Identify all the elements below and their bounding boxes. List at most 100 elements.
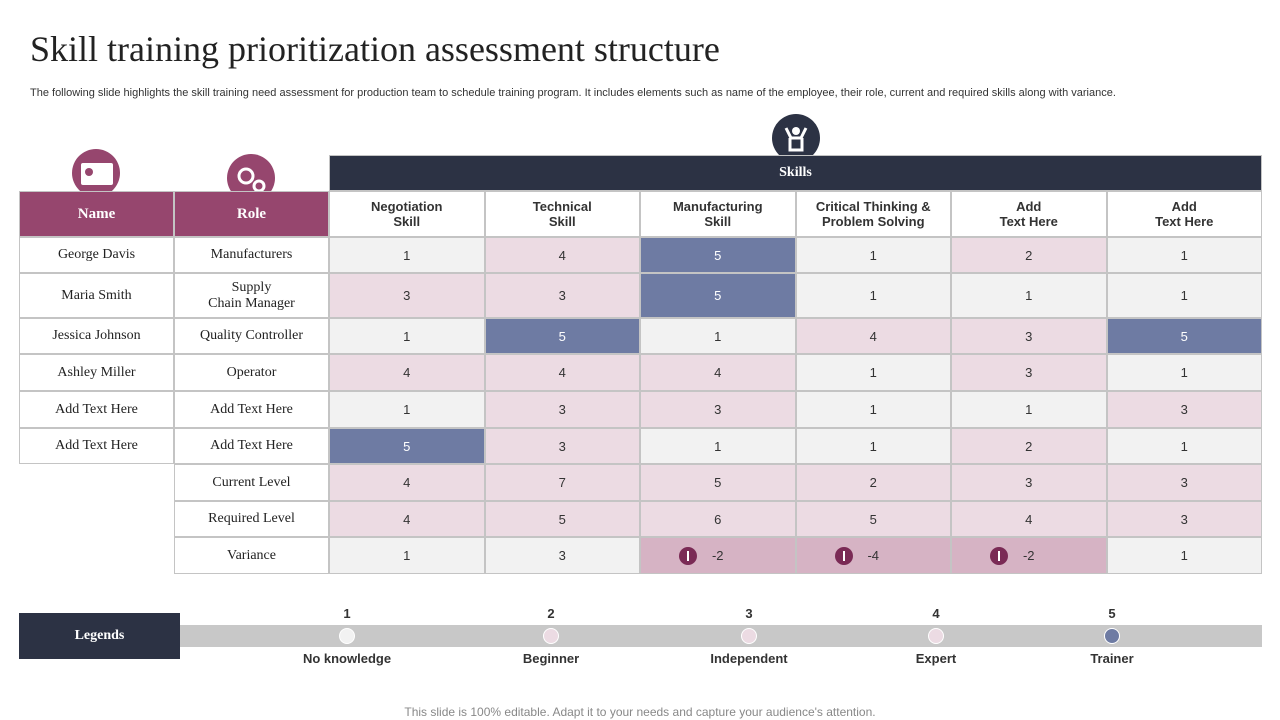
- summary-cell: 3: [484, 537, 640, 574]
- skill-cell: 5: [329, 428, 485, 464]
- name-cell: Add Text Here: [19, 428, 174, 464]
- skill-cell: 5: [1106, 318, 1262, 354]
- skill-cell: 5: [484, 318, 640, 354]
- summary-cell: 1: [1106, 537, 1262, 574]
- legend-dot: [339, 628, 355, 644]
- skill-cell: 4: [640, 354, 796, 391]
- skill-cell: 3: [640, 391, 796, 428]
- summary-label: Variance: [174, 537, 329, 574]
- summary-cell: -2: [640, 537, 796, 574]
- alert-line: [998, 550, 1000, 561]
- role-cell: Supply Chain Manager: [174, 273, 329, 318]
- gear: [237, 167, 255, 185]
- name-cell: Maria Smith: [19, 273, 174, 318]
- legend-title-text: Legends: [74, 628, 125, 643]
- name-cell: Ashley Miller: [19, 354, 174, 391]
- skill-cell: 1: [795, 391, 951, 428]
- legend-label: Expert: [915, 651, 957, 666]
- summary-cell: -2: [951, 537, 1107, 574]
- legend-label: Trainer: [1090, 651, 1134, 666]
- skill-cell: 3: [329, 273, 485, 318]
- skill-cell: 3: [951, 318, 1107, 354]
- alert-line: [842, 550, 845, 561]
- summary-cell: 4: [329, 501, 485, 537]
- legend-number: 5: [1108, 606, 1116, 621]
- legend-dot: [928, 628, 944, 644]
- legend-number: 2: [547, 606, 555, 621]
- footer: This slide is 100% editable. Adapt it to…: [404, 705, 876, 719]
- column-header: Negotiation Skill: [329, 191, 485, 237]
- name-cell: George Davis: [19, 237, 174, 273]
- legend-dot: [1104, 628, 1120, 644]
- summary-cell: 3: [1106, 464, 1262, 501]
- skill-cell: 5: [640, 237, 796, 273]
- summary-cell: 3: [1106, 501, 1262, 537]
- skill-cell: 1: [1106, 428, 1262, 464]
- title: Skill training prioritization assessment…: [30, 29, 720, 69]
- skill-cell: 1: [795, 237, 951, 273]
- legend-number: 1: [343, 606, 351, 621]
- summary-cell: 4: [329, 464, 485, 501]
- legend-dot: [543, 628, 559, 644]
- summary-cell: 5: [640, 464, 796, 501]
- summary-cell: -4: [795, 537, 951, 574]
- legend-label: No knowledge: [302, 651, 392, 666]
- summary-cell: 6: [640, 501, 796, 537]
- skill-cell: 1: [795, 428, 951, 464]
- name-cell: Add Text Here: [19, 391, 174, 428]
- summary-cell: 5: [795, 501, 951, 537]
- skill-cell: 3: [951, 354, 1107, 391]
- skill-cell: 4: [329, 354, 485, 391]
- summary-cell: 4: [951, 501, 1107, 537]
- column-header: Technical Skill: [484, 191, 640, 237]
- skill-cell: 3: [484, 273, 640, 318]
- subtitle: The following slide highlights the skill…: [30, 87, 1116, 99]
- skill-cell: 2: [951, 237, 1107, 273]
- alert-line: [687, 550, 689, 561]
- summary-cell: 7: [484, 464, 640, 501]
- skill-cell: 3: [484, 428, 640, 464]
- person-body: [784, 127, 808, 152]
- id-face: [85, 168, 93, 176]
- summary-cell: 2: [795, 464, 951, 501]
- skill-cell: 1: [640, 318, 796, 354]
- role-cell: Quality Controller: [174, 318, 329, 354]
- skill-cell: 1: [640, 428, 796, 464]
- column-header: Role: [174, 191, 329, 237]
- skill-cell: 2: [951, 428, 1107, 464]
- legend-number: 3: [745, 606, 753, 621]
- skill-cell: 1: [329, 318, 485, 354]
- legend-dot: [741, 628, 757, 644]
- skill-cell: 1: [951, 391, 1107, 428]
- skill-cell: 4: [795, 318, 951, 354]
- column-header: Manufacturing Skill: [640, 191, 796, 237]
- skill-cell: 1: [795, 273, 951, 318]
- skills-header: Skills: [329, 155, 1262, 191]
- column-header: Add Text Here: [951, 191, 1107, 237]
- summary-cell: 1: [329, 537, 485, 574]
- column-header: Add Text Here: [1106, 191, 1262, 237]
- legend-number: 4: [932, 606, 940, 621]
- skill-cell: 1: [329, 237, 485, 273]
- skill-cell: 1: [1106, 237, 1262, 273]
- summary-label: Required Level: [174, 501, 329, 537]
- skill-cell: 1: [951, 273, 1107, 318]
- role-cell: Add Text Here: [174, 428, 329, 464]
- skill-cell: 4: [484, 354, 640, 391]
- summary-cell: 5: [484, 501, 640, 537]
- skill-cell: 4: [484, 237, 640, 273]
- skill-cell: 5: [640, 273, 796, 318]
- column-header: Name: [19, 191, 174, 237]
- legend-label: Independent: [710, 651, 788, 666]
- skill-cell: 3: [1106, 391, 1262, 428]
- summary-cell: 3: [951, 464, 1107, 501]
- role-cell: Add Text Here: [174, 391, 329, 428]
- legend-bar: [180, 625, 1262, 647]
- skill-cell: 1: [795, 354, 951, 391]
- skill-cell: 1: [1106, 354, 1262, 391]
- legend-title: Legends: [19, 613, 180, 659]
- summary-label: Current Level: [174, 464, 329, 501]
- column-header: Critical Thinking & Problem Solving: [795, 191, 951, 237]
- skill-cell: 1: [1106, 273, 1262, 318]
